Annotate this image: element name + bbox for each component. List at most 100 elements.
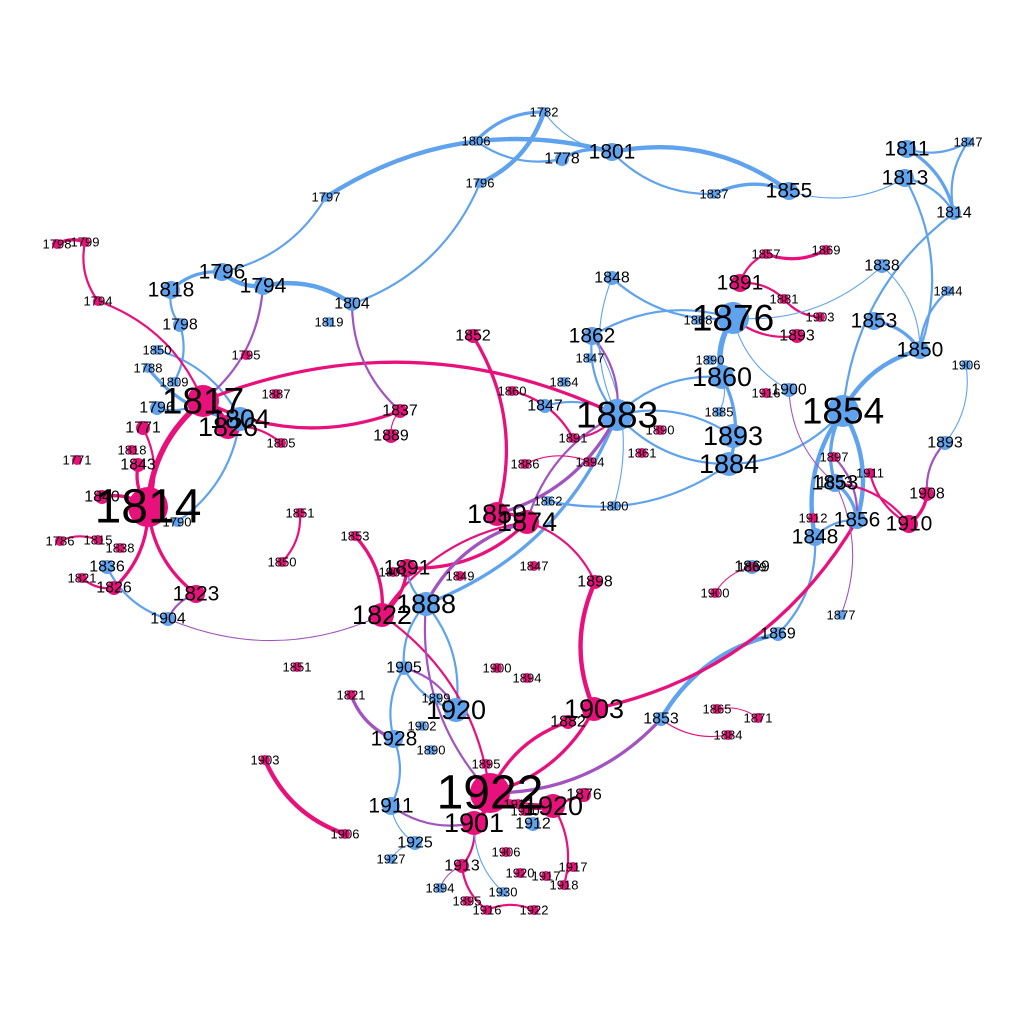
node-label: 1847 bbox=[576, 351, 605, 366]
graph-node bbox=[115, 543, 125, 553]
node-label: 1889 bbox=[373, 428, 409, 445]
node-label: 1836 bbox=[89, 559, 125, 576]
graph-edge bbox=[323, 136, 615, 200]
node-label: 1854 bbox=[802, 391, 884, 432]
graph-node bbox=[790, 329, 804, 343]
node-label: 1860 bbox=[692, 362, 752, 392]
graph-node bbox=[276, 438, 286, 448]
node-label: 1910 bbox=[511, 804, 540, 819]
graph-node bbox=[162, 281, 180, 299]
graph-node bbox=[292, 662, 302, 672]
graph-node bbox=[539, 107, 549, 117]
node-label: 1894 bbox=[426, 881, 455, 896]
graph-edge bbox=[474, 110, 546, 143]
graph-edge bbox=[833, 481, 911, 526]
graph-node bbox=[582, 697, 606, 721]
graph-edge bbox=[167, 614, 383, 642]
graph-node bbox=[865, 312, 883, 330]
graph-node bbox=[806, 528, 824, 546]
node-label: 1912 bbox=[799, 511, 828, 526]
node-label: 1906 bbox=[952, 358, 981, 373]
node-label: 1903 bbox=[564, 694, 624, 724]
graph-node bbox=[963, 137, 973, 147]
node-label: 1847 bbox=[527, 398, 563, 415]
graph-node bbox=[561, 715, 575, 729]
graph-node bbox=[241, 350, 251, 360]
graph-node bbox=[271, 389, 281, 399]
graph-node bbox=[568, 433, 578, 443]
graph-node bbox=[77, 573, 87, 583]
graph-node bbox=[150, 401, 164, 415]
graph-node bbox=[397, 661, 411, 675]
graph-node bbox=[501, 847, 511, 857]
graph-node bbox=[585, 353, 595, 363]
node-label: 1928 bbox=[371, 728, 418, 751]
node-label: 1864 bbox=[550, 375, 579, 390]
node-label: 1930 bbox=[489, 885, 518, 900]
node-label: 1920 bbox=[506, 866, 535, 881]
node-label: 1860 bbox=[498, 384, 527, 399]
node-label: 1893 bbox=[927, 435, 963, 452]
node-label: 1818 bbox=[148, 279, 195, 302]
graph-node bbox=[900, 515, 918, 533]
graph-node bbox=[324, 317, 334, 327]
graph-node bbox=[710, 365, 734, 389]
graph-edge bbox=[950, 140, 970, 215]
graph-node bbox=[384, 429, 398, 443]
node-label: 1806 bbox=[462, 134, 491, 149]
node-label: 1891 bbox=[384, 557, 431, 580]
node-label: 1786 bbox=[46, 534, 75, 549]
graph-node bbox=[827, 395, 859, 427]
graph-node bbox=[520, 806, 530, 816]
node-label: 1908 bbox=[909, 486, 945, 503]
node-label: 1876 bbox=[566, 787, 602, 804]
graph-edge bbox=[881, 265, 921, 351]
graph-edge bbox=[477, 109, 547, 186]
graph-node bbox=[513, 799, 523, 809]
graph-edge bbox=[201, 360, 619, 417]
node-label: 1869 bbox=[738, 560, 767, 575]
graph-node bbox=[414, 592, 438, 616]
node-label: 1853 bbox=[341, 529, 370, 544]
graph-node bbox=[435, 883, 445, 893]
node-label: 1771 bbox=[63, 453, 92, 468]
graph-node bbox=[522, 673, 532, 683]
node-label: 1809 bbox=[160, 375, 189, 390]
graph-node bbox=[705, 355, 715, 365]
graph-node bbox=[520, 459, 530, 469]
graph-node bbox=[136, 421, 150, 435]
graph-edge bbox=[592, 518, 859, 711]
graph-edge bbox=[788, 389, 836, 484]
node-label: 1814 bbox=[936, 205, 972, 222]
graph-edge bbox=[764, 248, 828, 261]
node-label: 1837 bbox=[382, 403, 418, 420]
node-label: 1886 bbox=[511, 457, 540, 472]
graph-node bbox=[603, 143, 621, 161]
graph-node bbox=[95, 490, 109, 504]
graph-node bbox=[498, 887, 508, 897]
node-label: 1910 bbox=[886, 513, 933, 536]
node-label: 1883 bbox=[576, 395, 658, 436]
node-label: 1900 bbox=[771, 382, 807, 399]
node-label: 1822 bbox=[352, 600, 412, 630]
node-label: 1890 bbox=[696, 353, 725, 368]
graph-edge bbox=[82, 240, 100, 303]
graph-node bbox=[559, 377, 569, 387]
node-label: 1796 bbox=[139, 400, 175, 417]
node-label: 1911 bbox=[856, 466, 884, 481]
graph-edge bbox=[903, 176, 934, 352]
graph-node bbox=[555, 152, 569, 166]
node-label: 1852 bbox=[455, 328, 491, 345]
graph-edge bbox=[525, 413, 619, 524]
node-label: 1847 bbox=[520, 559, 549, 574]
node-label: 1798 bbox=[43, 237, 72, 252]
node-label: 1913 bbox=[504, 797, 533, 812]
node-label: 1798 bbox=[162, 317, 198, 334]
graph-node bbox=[875, 259, 889, 273]
node-label: 1849 bbox=[446, 569, 475, 584]
graph-edge bbox=[471, 334, 509, 516]
graph-node bbox=[829, 452, 839, 462]
graph-node bbox=[920, 487, 934, 501]
graph-node bbox=[780, 182, 798, 200]
graph-edge bbox=[495, 413, 619, 516]
